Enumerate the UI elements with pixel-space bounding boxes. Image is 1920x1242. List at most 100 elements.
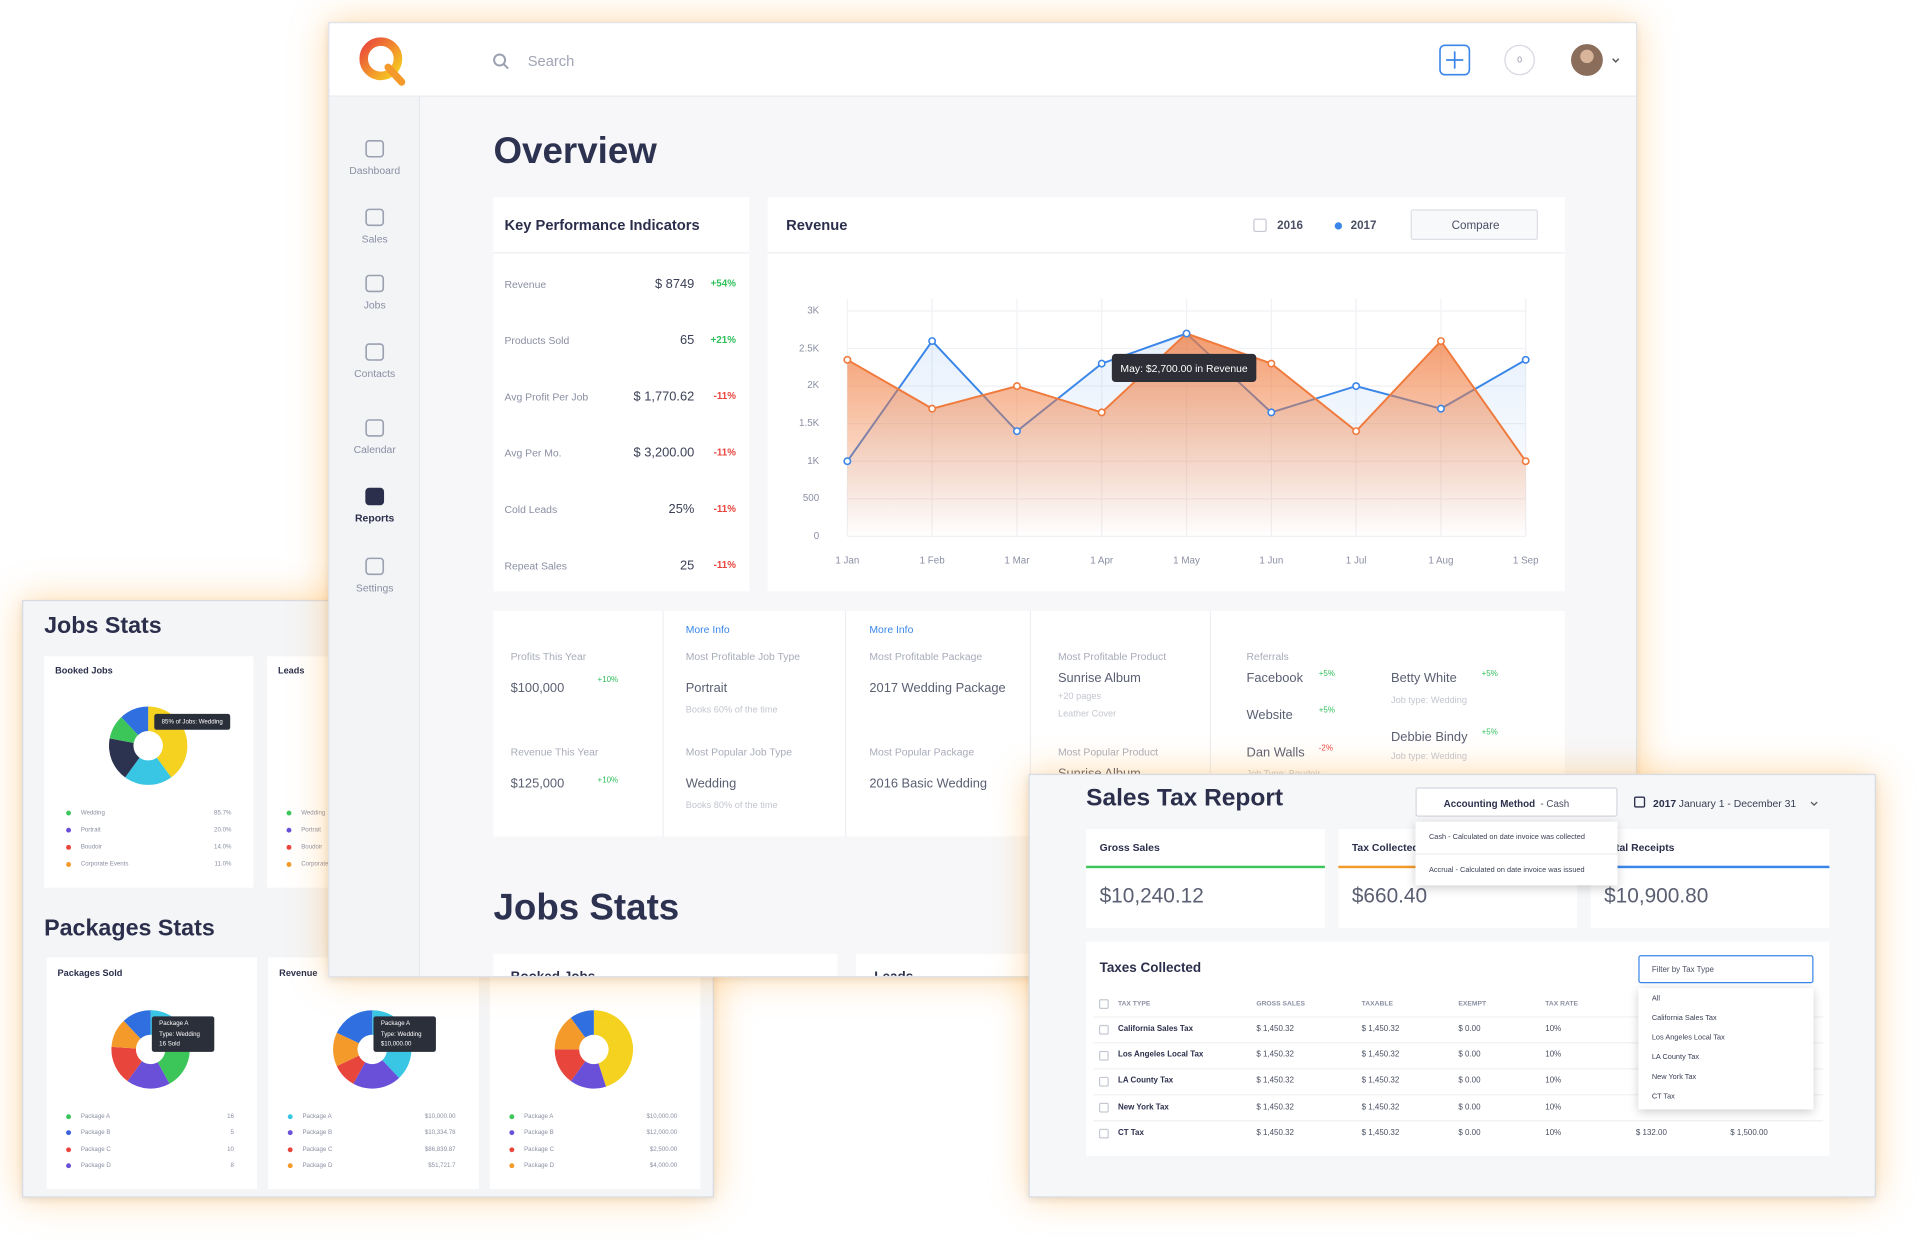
dropdown-menu: Cash - Calculated on date invoice was co… (1415, 821, 1618, 886)
kpi-label: Avg Per Mo. (504, 446, 562, 460)
calendar-icon (1634, 796, 1646, 808)
nav-item[interactable]: Calendar (353, 443, 396, 456)
legend-label[interactable]: 2016 (1277, 218, 1304, 233)
stat-change: +10% (597, 776, 619, 785)
divider (1415, 853, 1618, 855)
notification-count[interactable]: 0 (1517, 55, 1522, 65)
legend-label: Portrait (301, 826, 321, 834)
data-point (928, 404, 937, 413)
add-button (1446, 51, 1464, 69)
method-dropdown[interactable]: Accounting Method - Cash (1415, 787, 1618, 817)
kpi-change: -11% (713, 503, 736, 515)
column-header: TAX TYPE (1117, 1000, 1151, 1008)
referral-name: Debbie Bindy (1391, 729, 1468, 745)
data-point (1521, 457, 1530, 466)
legend-dot (66, 810, 72, 816)
nav-icon (365, 419, 385, 437)
page-title: Overview (493, 131, 657, 172)
tooltip-text: Type: Wedding (380, 1030, 422, 1038)
referral-name: Betty White (1391, 671, 1457, 686)
legend-label[interactable]: 2017 (1350, 218, 1377, 233)
add-button (1439, 44, 1471, 76)
dropdown-option[interactable]: LA County Tax (1651, 1054, 1700, 1062)
kpi-change: -11% (713, 390, 736, 402)
stat-label: Profits This Year (510, 650, 587, 663)
data-point (1097, 408, 1106, 417)
summary-value: $10,240.12 (1099, 884, 1204, 908)
table-cell: $ 1,450.32 (1256, 1128, 1294, 1138)
card-title: Booked Jobs (55, 664, 113, 676)
dropdown-option[interactable]: All (1651, 995, 1661, 1003)
nav-item[interactable]: Reports (355, 511, 395, 525)
x-tick-label: 1 Sep (1512, 554, 1539, 566)
table-cell: $ 1,450.32 (1361, 1128, 1400, 1138)
tooltip-text: $10,000.00 (380, 1040, 412, 1049)
donut-segment (127, 1061, 170, 1089)
legend-checkbox (1253, 218, 1267, 233)
date-range[interactable]: January 1 - December 31 (1678, 797, 1797, 810)
legend-label: Wedding (80, 809, 105, 817)
more-info-link[interactable]: More Info (869, 623, 914, 636)
nav-item[interactable]: Jobs (363, 298, 386, 312)
dropdown-label[interactable]: Accounting Method (1443, 797, 1536, 809)
dropdown-label[interactable]: Filter by Tax Type (1651, 965, 1714, 975)
checkbox (1098, 1128, 1109, 1139)
data-point (1436, 337, 1445, 346)
search-input[interactable]: Search (527, 52, 575, 70)
dropdown-option[interactable]: Cash - Calculated on date invoice was co… (1428, 833, 1585, 842)
nav-item[interactable]: Sales (361, 232, 388, 245)
graphics (359, 37, 1620, 86)
table-cell: $ 1,450.32 (1361, 1050, 1400, 1060)
table-cell: $ 0.00 (1458, 1128, 1481, 1138)
kpi-value: $ 3,200.00 (633, 445, 695, 461)
data-point (1182, 329, 1191, 338)
summary-value: $660.40 (1351, 884, 1428, 908)
legend-label: Package B (80, 1128, 111, 1137)
stat-label: Most Popular Job Type (685, 745, 792, 758)
donut-segment (570, 1061, 606, 1089)
chevron (1810, 801, 1818, 806)
legend-dot (509, 1130, 515, 1136)
referral-change: +5% (1318, 706, 1335, 716)
button-label[interactable]: Compare (1451, 218, 1500, 233)
legend-label: Corporate Events (301, 860, 349, 869)
data-point (928, 337, 937, 346)
dropdown-menu: All California Sales Tax Los Angeles Local… (1638, 988, 1814, 1110)
table-cell: $ 0.00 (1458, 1024, 1481, 1034)
checkbox (1098, 1102, 1109, 1113)
kpi-card: Key Performance Indicators Revenue $ 8749 +… (493, 197, 750, 592)
nav-item[interactable]: Settings (355, 581, 394, 594)
card: Booked Jobs (493, 953, 838, 976)
dropdown-option[interactable]: California Sales Tax (1651, 1015, 1717, 1023)
nav-item[interactable]: Contacts (354, 367, 396, 380)
dropdown-option[interactable]: CT Tax (1651, 1093, 1675, 1101)
date-year[interactable]: 2017 (1653, 797, 1677, 810)
legend-label: Package D (302, 1162, 333, 1170)
legend-dot (66, 1163, 72, 1169)
table-cell: $ 0.00 (1458, 1050, 1481, 1060)
dropdown-value[interactable]: - Cash (1540, 797, 1570, 809)
referral-change: +5% (1318, 669, 1335, 679)
divider (662, 611, 664, 837)
card-title: Taxes Collected (1099, 961, 1202, 976)
more-info-link[interactable]: More Info (685, 623, 730, 636)
legend-dot (509, 1163, 515, 1169)
tooltip-text: Type: Wedding (159, 1030, 200, 1038)
filter-dropdown[interactable]: Filter by Tax Type (1638, 955, 1814, 984)
summary-card: Gross Sales $10,240.12 (1086, 828, 1325, 929)
divider (1029, 611, 1032, 837)
underline (1086, 865, 1325, 868)
dropdown-option[interactable]: Accrual - Calculated on date invoice was… (1428, 866, 1585, 875)
card-title: Booked Jobs (511, 965, 596, 976)
nav-item[interactable]: Dashboard (349, 164, 401, 177)
y-tick-label: 2.5K (799, 342, 820, 354)
series-line (846, 332, 1527, 462)
card-title: Leads (874, 965, 913, 976)
dropdown-option[interactable]: Los Angeles Local Tax (1651, 1034, 1725, 1043)
referral-change: -2% (1318, 744, 1333, 754)
legend-value: $10,000.00 (424, 1113, 456, 1121)
legend-label: Package C (302, 1146, 333, 1154)
dropdown-option[interactable]: New York Tax (1651, 1073, 1697, 1082)
compare-button[interactable]: Compare (1410, 209, 1538, 241)
